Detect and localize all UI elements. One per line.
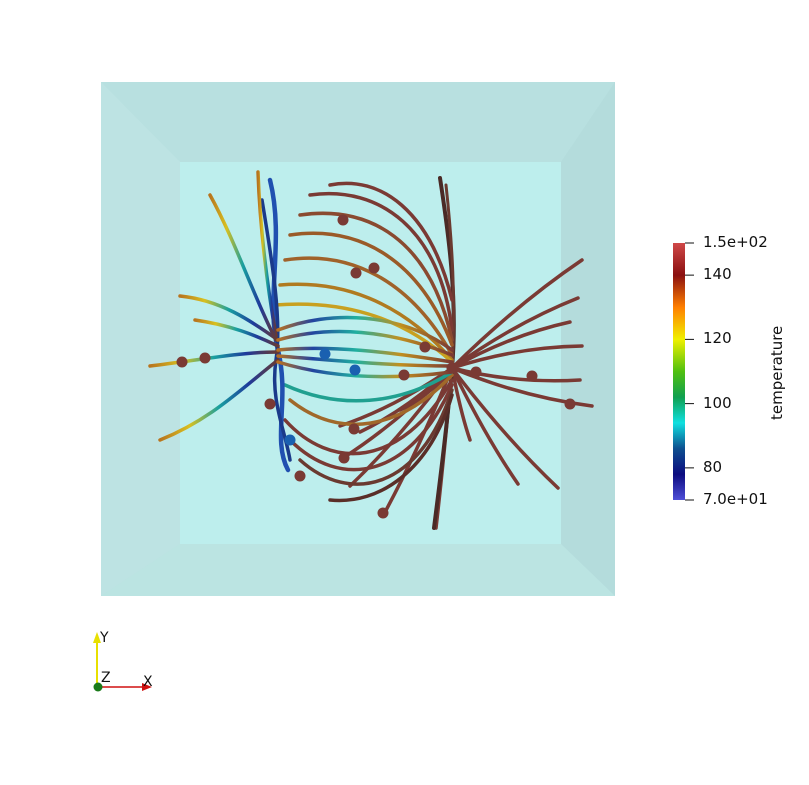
orientation-axes xyxy=(93,632,152,692)
streamline-arrow xyxy=(264,398,276,410)
colorbar xyxy=(673,242,694,501)
streamline-arrow xyxy=(199,352,211,364)
streamline-arrow xyxy=(350,267,362,279)
streamline-arrow xyxy=(377,507,389,519)
streamline xyxy=(278,282,454,362)
streamline xyxy=(256,170,278,338)
streamline xyxy=(298,388,454,486)
streamline xyxy=(288,231,454,347)
streamline xyxy=(288,383,454,472)
colorbar-tick-label: 1.5e+02 xyxy=(703,233,768,251)
streamline xyxy=(450,366,520,486)
streamline xyxy=(450,366,594,408)
streamline-arrow xyxy=(319,348,331,360)
streamline xyxy=(328,393,454,503)
z-axis-marker xyxy=(93,682,103,692)
streamline xyxy=(283,370,454,403)
domain-box xyxy=(101,82,615,596)
streamline xyxy=(450,296,580,370)
colorbar-tick-label: 7.0e+01 xyxy=(703,490,768,508)
streamline xyxy=(276,360,454,379)
streamline xyxy=(450,366,582,383)
streamline-arrow xyxy=(564,398,576,410)
streamline xyxy=(276,354,454,368)
streamline xyxy=(298,211,454,342)
streamline-arrow xyxy=(526,370,538,382)
streamline xyxy=(382,366,454,516)
streamline xyxy=(276,315,454,352)
streamline xyxy=(208,193,278,342)
streamline-arrow xyxy=(338,452,350,464)
z-axis-label: Z xyxy=(101,670,111,686)
streamline-arrow xyxy=(446,362,458,374)
streamline xyxy=(450,320,572,370)
streamlines xyxy=(148,170,594,530)
streamline-arrow xyxy=(284,434,296,446)
streamline xyxy=(178,294,280,342)
y-axis-label: Y xyxy=(100,630,109,646)
streamline-arrow xyxy=(176,356,188,368)
x-axis-label: X xyxy=(143,674,153,690)
colorbar-tick-label: 100 xyxy=(703,393,732,412)
colorbar-tick-label: 120 xyxy=(703,329,732,348)
streamline xyxy=(158,358,280,442)
streamline-arrow xyxy=(419,341,431,353)
streamline xyxy=(148,350,280,368)
streamline xyxy=(308,192,454,332)
streamline xyxy=(338,366,454,428)
streamline xyxy=(283,256,454,357)
streamline xyxy=(348,366,454,488)
colorbar-tick-label: 140 xyxy=(703,265,732,284)
streamline xyxy=(276,346,454,364)
colorbar-title: temperature xyxy=(768,325,786,420)
streamline xyxy=(450,366,560,490)
streamline xyxy=(283,378,454,456)
x-axis-arrow xyxy=(142,683,152,691)
streamline xyxy=(450,366,472,442)
colorbar-tick-label: 80 xyxy=(703,457,723,476)
streamline xyxy=(288,373,454,427)
streamline xyxy=(193,318,280,348)
streamline-arrow xyxy=(348,423,360,435)
streamline-arrow xyxy=(398,369,410,381)
y-axis-arrow xyxy=(93,632,101,643)
streamline-arrow xyxy=(349,364,361,376)
streamline-arrow xyxy=(368,262,380,274)
streamline xyxy=(328,181,454,302)
streamline xyxy=(450,258,584,370)
streamline-arrow xyxy=(337,214,349,226)
colorbar-gradient xyxy=(673,243,685,500)
streamline-arrow xyxy=(294,470,306,482)
streamline-arrow xyxy=(470,366,482,378)
streamline xyxy=(450,344,584,370)
